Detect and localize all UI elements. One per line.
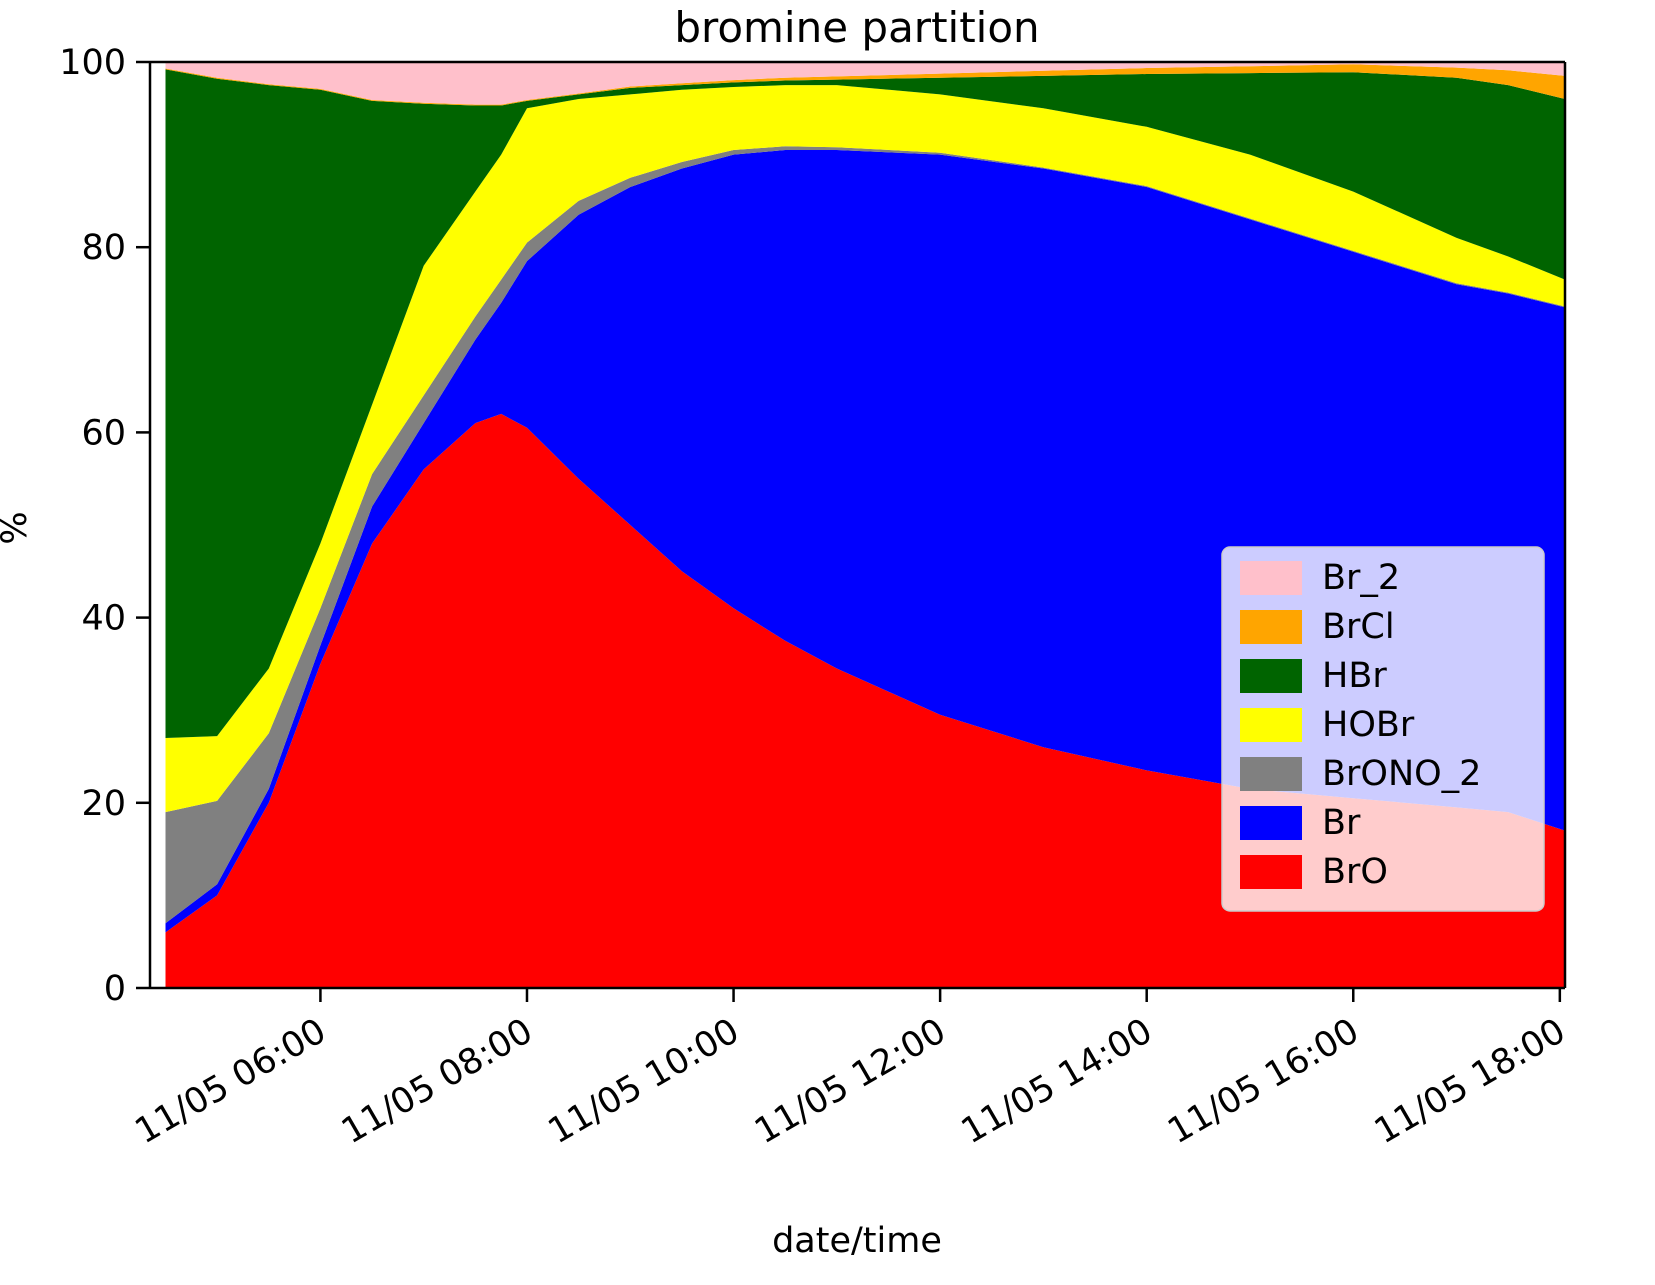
legend-box — [1221, 546, 1545, 912]
area-series-Br — [165, 150, 1565, 933]
area-series-Br_2 — [165, 62, 1565, 105]
chart-title: bromine partition — [674, 3, 1039, 52]
x-tick-label: 11/05 12:00 — [748, 1011, 952, 1152]
area-series-BrO — [165, 413, 1565, 988]
legend-label-HBr: HBr — [1322, 656, 1387, 696]
x-tick-label: 11/05 10:00 — [542, 1011, 746, 1152]
x-axis-label: date/time — [772, 1221, 942, 1261]
legend-swatch-HOBr — [1240, 708, 1302, 742]
legend-label-Br_2: Br_2 — [1322, 558, 1400, 598]
y-tick-label: 40 — [81, 599, 126, 639]
x-tick-label: 11/05 16:00 — [1161, 1011, 1365, 1152]
legend-label-HOBr: HOBr — [1322, 705, 1415, 745]
y-tick-label: 80 — [81, 228, 126, 268]
y-tick-label: 60 — [81, 413, 126, 453]
legend-label-BrONO_2: BrONO_2 — [1322, 754, 1481, 794]
x-tick-label: 11/05 14:00 — [955, 1011, 1159, 1152]
x-tick-label: 11/05 06:00 — [129, 1011, 333, 1152]
legend-label-BrO: BrO — [1322, 852, 1388, 892]
area-series-BrCl — [165, 64, 1565, 106]
legend-swatch-Br_2 — [1240, 561, 1302, 595]
x-tick-label: 11/05 08:00 — [335, 1011, 539, 1152]
legend-swatch-Br — [1240, 806, 1302, 840]
y-tick-label: 20 — [81, 784, 126, 824]
legend-swatch-BrCl — [1240, 610, 1302, 644]
y-tick-label: 100 — [59, 43, 126, 83]
legend-label-BrCl: BrCl — [1322, 607, 1395, 647]
y-tick-label: 0 — [104, 969, 126, 1009]
legend-swatch-BrO — [1240, 855, 1302, 889]
legend-swatch-BrONO_2 — [1240, 757, 1302, 791]
legend-swatch-HBr — [1240, 659, 1302, 693]
area-series-HBr — [165, 69, 1565, 738]
x-tick-label: 11/05 18:00 — [1368, 1011, 1572, 1152]
legend-label-Br: Br — [1322, 803, 1361, 843]
y-axis-label: % — [0, 511, 35, 544]
